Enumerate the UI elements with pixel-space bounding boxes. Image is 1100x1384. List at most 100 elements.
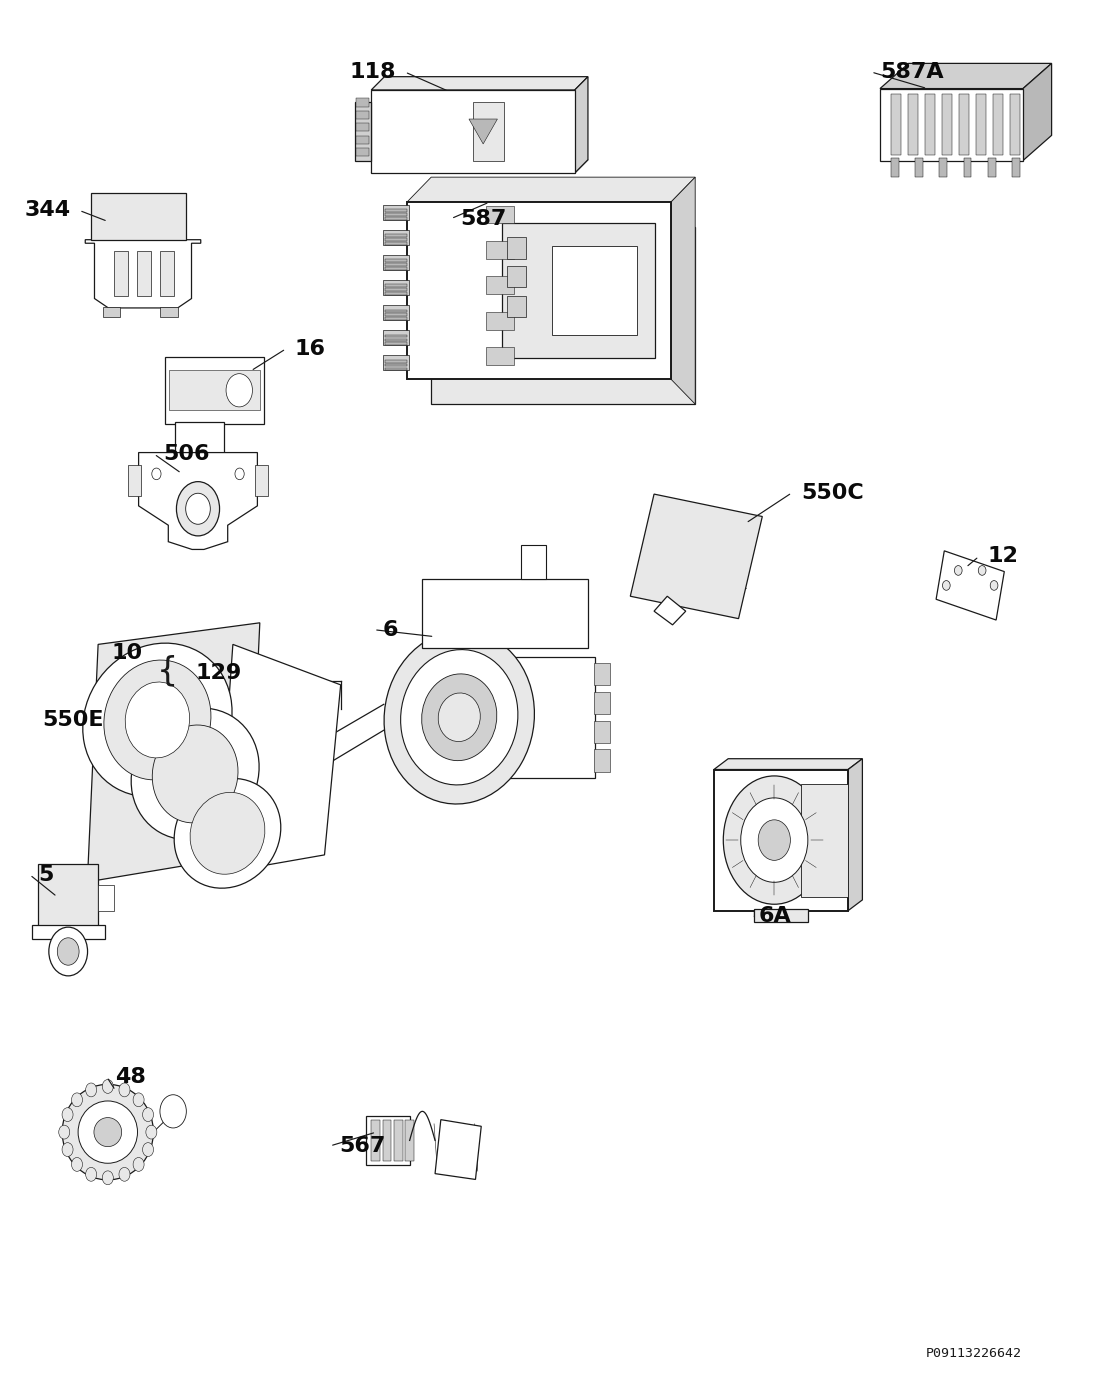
Bar [175,422,224,457]
Bar [431,227,695,404]
Circle shape [58,1125,69,1139]
Bar [1010,94,1020,155]
Circle shape [57,938,79,965]
Circle shape [740,797,807,883]
Bar [385,310,407,313]
Bar [473,102,504,161]
Bar [365,1116,409,1165]
Bar [801,783,848,897]
Circle shape [119,1084,130,1098]
Bar [385,238,407,241]
Ellipse shape [78,1102,138,1163]
Bar [102,307,120,317]
Polygon shape [848,758,862,911]
Bar [407,202,671,379]
Text: 587: 587 [460,209,506,228]
Circle shape [143,1143,154,1157]
Ellipse shape [63,1085,153,1179]
Bar [169,371,260,410]
Circle shape [758,819,791,861]
Bar [161,252,174,296]
Text: 12: 12 [988,547,1019,566]
Bar [383,280,409,295]
Circle shape [72,1157,82,1171]
Text: 567: 567 [339,1136,385,1156]
Bar [255,465,268,497]
Circle shape [990,581,998,591]
Text: 550E: 550E [42,710,103,729]
Bar [507,266,526,286]
Circle shape [133,1093,144,1107]
Bar [385,360,407,363]
Bar [383,255,409,270]
Bar [383,331,409,345]
Bar [138,252,151,296]
Circle shape [186,493,210,525]
Bar [915,158,923,177]
Bar [114,252,128,296]
Bar [385,288,407,291]
Bar [383,205,409,220]
Bar [383,1120,392,1161]
Bar [594,721,610,743]
Bar [385,292,407,295]
Ellipse shape [438,693,481,742]
Bar [755,909,807,922]
Bar [385,317,407,320]
Text: {: { [156,655,178,688]
Bar [405,1120,414,1161]
Bar [505,657,595,778]
Bar [908,94,917,155]
Bar [964,158,971,177]
Polygon shape [87,623,260,882]
Bar [385,234,407,237]
Bar [939,158,947,177]
Bar [385,213,407,216]
Polygon shape [436,1120,482,1179]
Bar [385,263,407,266]
Circle shape [62,1143,73,1157]
Text: 550C: 550C [801,483,864,502]
Bar [161,307,178,317]
Bar [385,285,407,288]
Ellipse shape [421,674,497,761]
Bar [502,223,656,358]
Bar [91,192,186,239]
Bar [385,242,407,245]
Bar [594,692,610,714]
Bar [383,304,409,320]
Bar [594,663,610,685]
Bar [99,886,113,911]
Ellipse shape [103,660,211,779]
Circle shape [978,566,986,576]
Bar [128,465,141,497]
Circle shape [143,1107,154,1121]
Bar [394,1120,403,1161]
Circle shape [62,1107,73,1121]
Bar [385,339,407,342]
Circle shape [235,468,244,480]
Polygon shape [372,159,587,173]
Polygon shape [139,453,257,549]
Bar [507,238,526,259]
Bar [959,94,969,155]
Polygon shape [630,494,762,619]
Bar [385,364,407,367]
Circle shape [152,468,161,480]
Text: 118: 118 [350,62,396,82]
Text: 129: 129 [196,663,242,682]
Circle shape [724,776,825,904]
Bar [486,311,514,329]
Bar [354,102,372,161]
Circle shape [102,1171,113,1185]
Bar [486,241,514,259]
Bar [356,111,370,119]
Text: 16: 16 [295,339,326,358]
Text: 10: 10 [112,644,143,663]
Polygon shape [217,645,341,873]
Circle shape [86,1084,97,1098]
Ellipse shape [125,682,189,758]
Circle shape [119,1167,130,1181]
Ellipse shape [131,709,260,840]
Bar [383,356,409,371]
